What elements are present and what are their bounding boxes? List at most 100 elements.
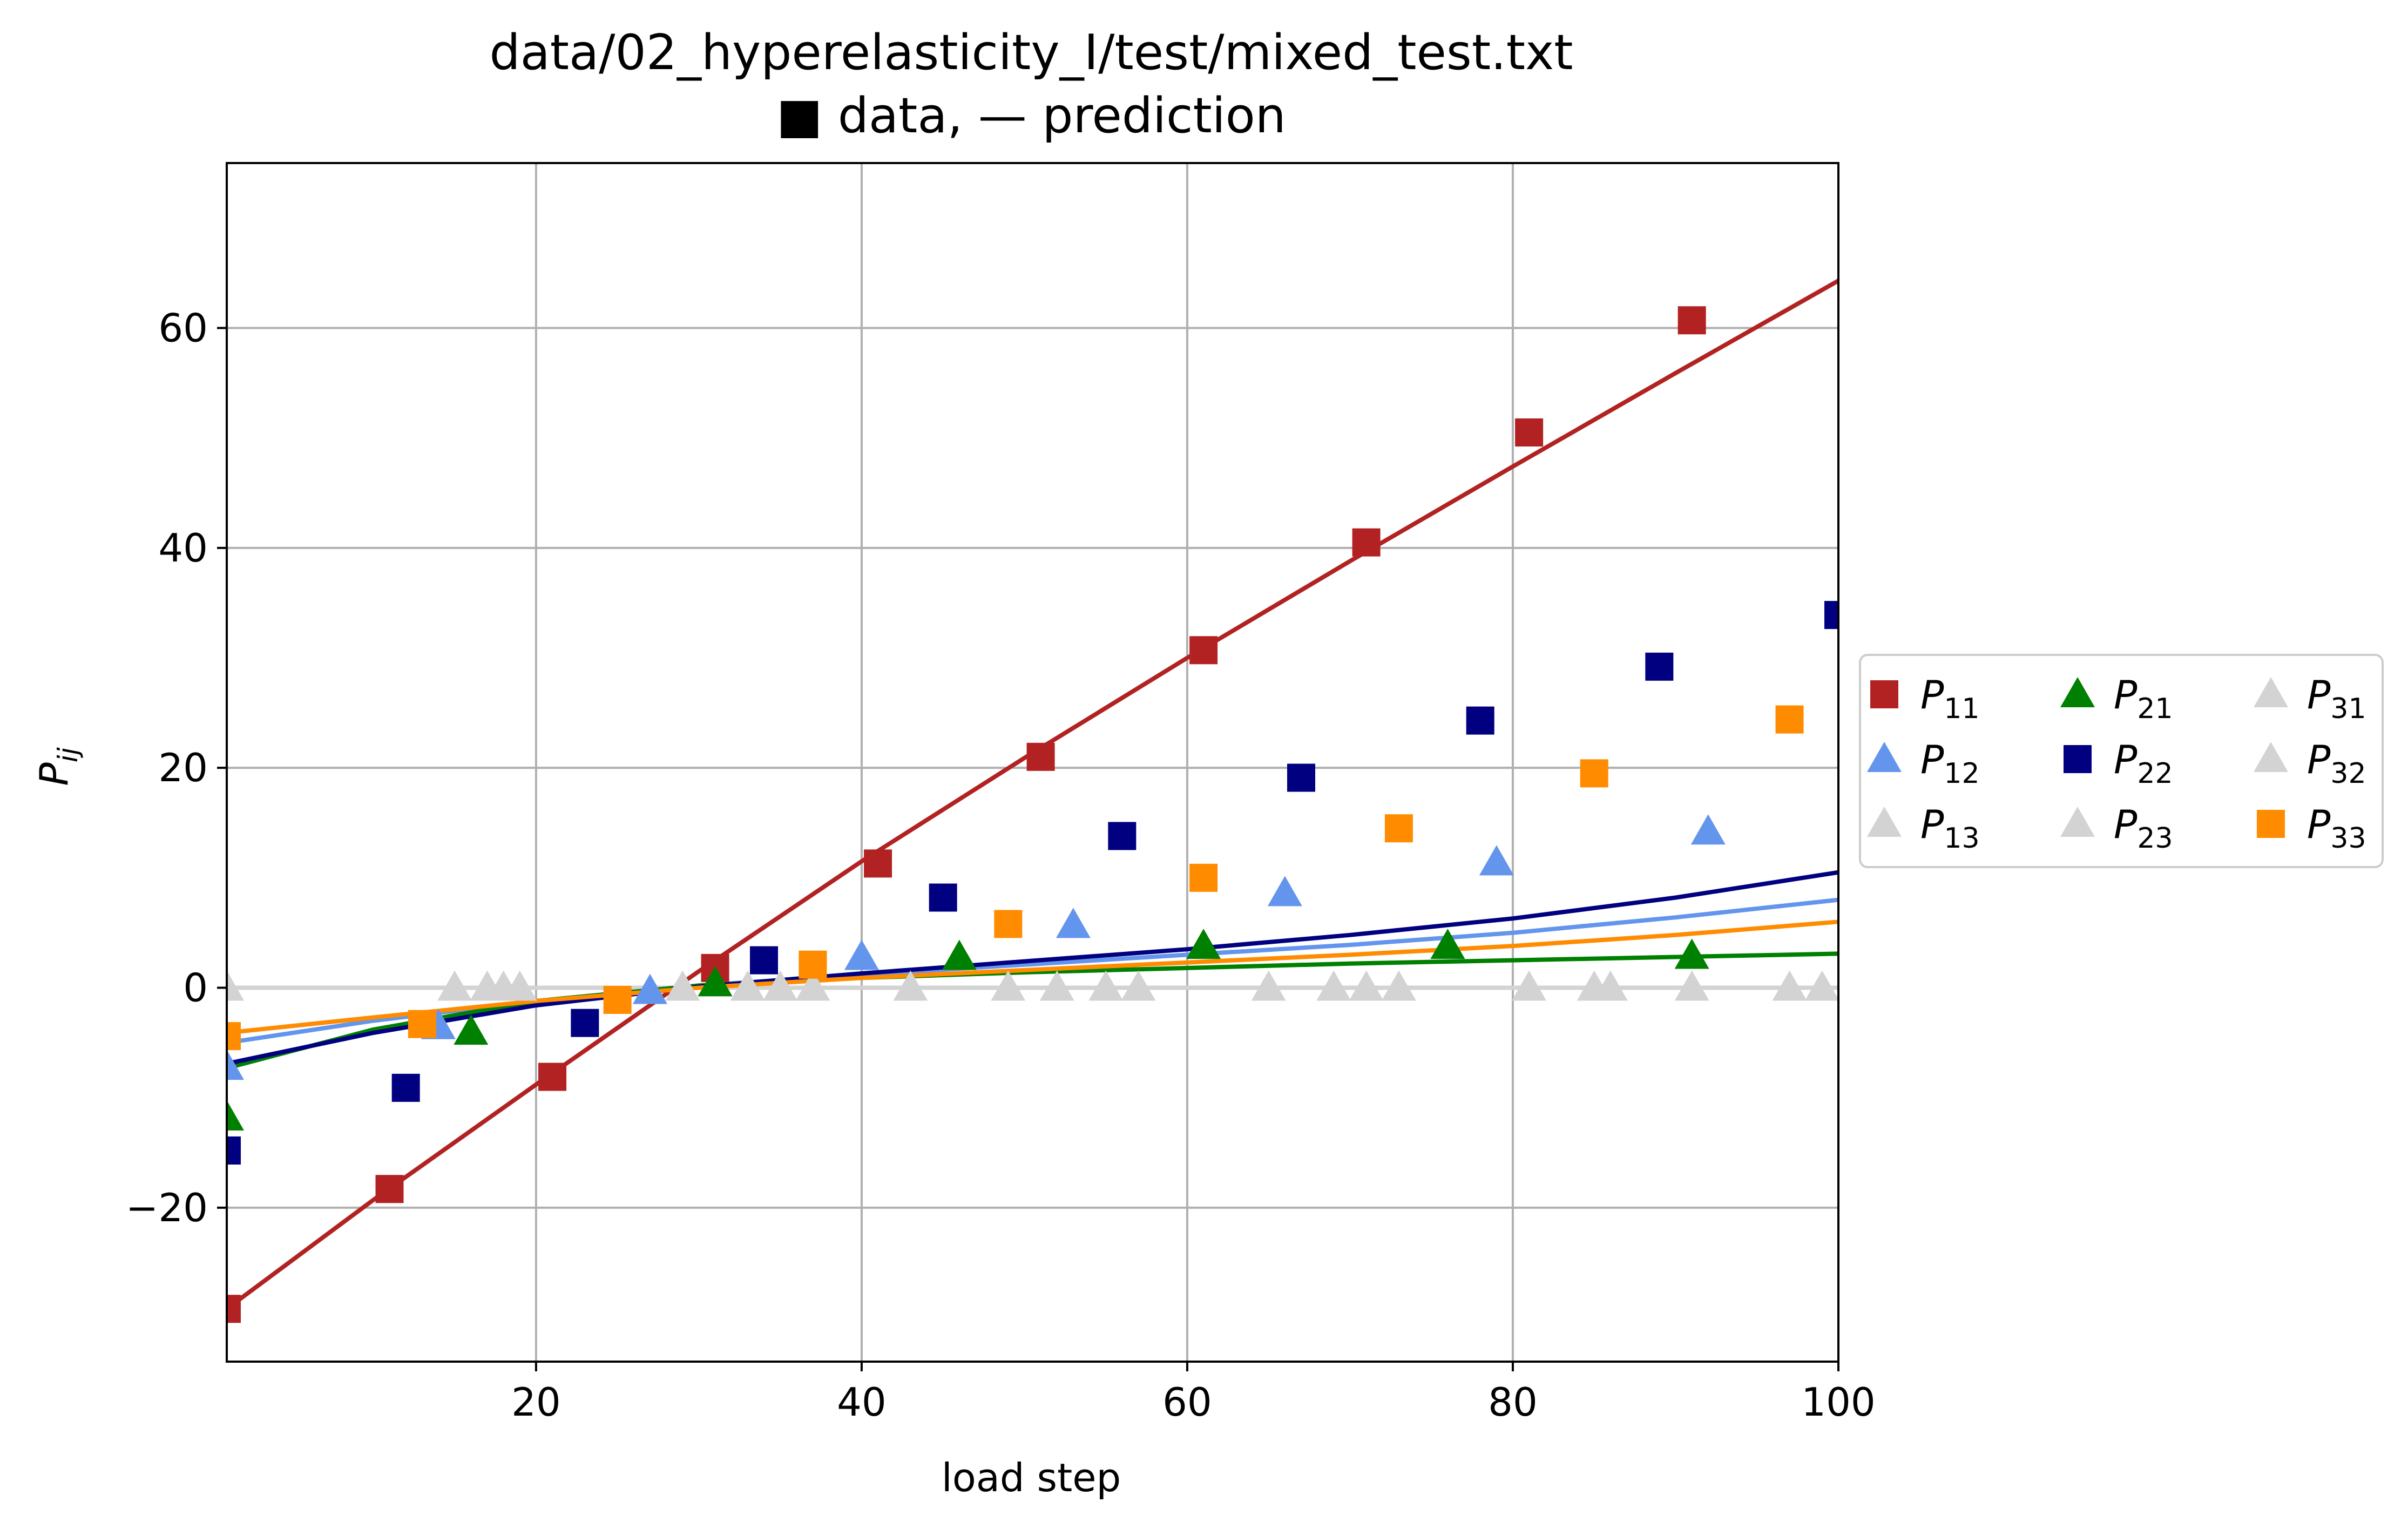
prediction-lines [225, 279, 1839, 1311]
legend-entry-p22: P22 [2064, 737, 2173, 790]
x-tick-label: 40 [837, 1379, 887, 1425]
prediction-line-p33 [226, 919, 1839, 1035]
marker-p13 [1512, 970, 1547, 1001]
y-tick-label: 20 [158, 745, 208, 790]
marker-p11 [227, 1295, 241, 1323]
marker-p12 [844, 939, 879, 970]
marker-p33 [799, 950, 827, 979]
marker-p33 [1189, 863, 1218, 892]
chart-subtitle: ■ data, — prediction [776, 87, 1286, 144]
marker-p31 [665, 970, 700, 1001]
marker-p23 [1674, 970, 1709, 1001]
legend-marker-p33 [2257, 810, 2285, 838]
legend-label-p11: P11 [1920, 672, 1980, 725]
x-tick-label: 80 [1488, 1379, 1538, 1425]
marker-p13 [730, 970, 765, 1001]
marker-p31 [1121, 970, 1156, 1001]
x-tick-label: 20 [511, 1379, 561, 1425]
marker-p13 [1772, 970, 1807, 1001]
legend-label-p32: P32 [2307, 737, 2366, 790]
marker-p31 [1349, 970, 1384, 1001]
marker-p33 [1580, 759, 1608, 788]
marker-p22 [929, 883, 957, 912]
marker-p12 [1267, 876, 1302, 906]
marker-p11 [1678, 306, 1706, 335]
prediction-line-p21 [226, 951, 1839, 1071]
marker-p32 [1316, 970, 1351, 1001]
plot-frame [226, 162, 1839, 1363]
marker-p22 [571, 1009, 599, 1037]
marker-p22 [1108, 822, 1137, 850]
legend-entry-p33: P33 [2257, 802, 2366, 855]
legend: P11 P12 P13 P21 P22 P23 P31 P32 P33 [1859, 654, 2384, 868]
marker-p11 [375, 1175, 404, 1203]
marker-p22 [750, 946, 778, 975]
marker-p22 [1287, 763, 1315, 792]
marker-p12 [227, 1050, 244, 1080]
marker-p21 [942, 939, 977, 970]
marker-p21 [1186, 929, 1221, 959]
marker-p22 [1645, 652, 1674, 681]
legend-entry-p12: P12 [1867, 737, 1980, 790]
legend-entry-p21: P21 [2060, 672, 2173, 725]
marker-p32 [763, 970, 798, 1001]
legend-marker-p21 [2060, 677, 2095, 707]
marker-p22 [1466, 706, 1494, 735]
marker-p33 [603, 985, 632, 1014]
y-axis-label: Pij [31, 747, 84, 786]
legend-marker-p11 [1870, 680, 1898, 708]
marker-p22 [1824, 601, 1838, 630]
legend-entry-p32: P32 [2254, 737, 2366, 790]
y-tick-label: 40 [158, 525, 208, 571]
marker-p33 [1384, 814, 1413, 843]
legend-marker-p13 [1867, 807, 1902, 837]
legend-marker-p31 [2254, 677, 2288, 707]
legend-box [1859, 654, 2384, 868]
marker-p22 [391, 1073, 420, 1102]
marker-p13 [991, 970, 1026, 1001]
legend-marker-p32 [2254, 742, 2288, 772]
y-tick-label: −20 [126, 1185, 208, 1230]
legend-marker-p12 [1867, 742, 1902, 772]
marker-p11 [1352, 528, 1381, 557]
marker-p33 [227, 1022, 241, 1051]
marker-p32 [1593, 970, 1628, 1001]
x-tick-label: 60 [1162, 1379, 1212, 1425]
y-tick-label: 0 [183, 965, 208, 1011]
legend-label-p12: P12 [1920, 737, 1980, 790]
marker-p21 [1674, 938, 1709, 969]
marker-p32 [486, 970, 521, 1001]
legend-entry-p23: P23 [2060, 802, 2173, 855]
marker-p11 [1026, 742, 1055, 771]
marker-p32 [227, 970, 244, 1001]
marker-p23 [1381, 970, 1416, 1001]
legend-label-p22: P22 [2114, 737, 2173, 790]
marker-p21 [1430, 929, 1465, 959]
marker-p13 [1251, 970, 1286, 1001]
legend-label-p23: P23 [2114, 802, 2173, 855]
marker-p22 [227, 1136, 241, 1165]
marker-p12 [632, 973, 667, 1004]
legend-label-p31: P31 [2307, 672, 2366, 725]
legend-label-p21: P21 [2114, 672, 2173, 725]
marker-p12 [1479, 845, 1514, 876]
prediction-line-p11 [225, 279, 1839, 1311]
chart-title: data/02_hyperelasticity_I/test/mixed_tes… [489, 24, 1573, 81]
legend-entry-p13: P13 [1867, 802, 1980, 855]
x-axis-ticks: 20 40 60 80 100 [511, 1362, 1876, 1425]
marker-p31 [893, 970, 928, 1001]
marker-p21 [227, 1100, 244, 1131]
marker-p33 [1775, 705, 1804, 734]
legend-marker-p23 [2060, 807, 2095, 837]
marker-p11 [538, 1063, 567, 1091]
legend-label-p13: P13 [1920, 802, 1980, 855]
legend-label-p33: P33 [2307, 802, 2366, 855]
marker-p21 [698, 966, 733, 997]
marker-p12 [1056, 908, 1091, 938]
marker-p33 [408, 1010, 436, 1038]
legend-marker-p22 [2064, 745, 2092, 773]
marker-p23 [795, 970, 830, 1001]
y-tick-label: 60 [158, 306, 208, 351]
marker-p11 [1189, 636, 1218, 665]
